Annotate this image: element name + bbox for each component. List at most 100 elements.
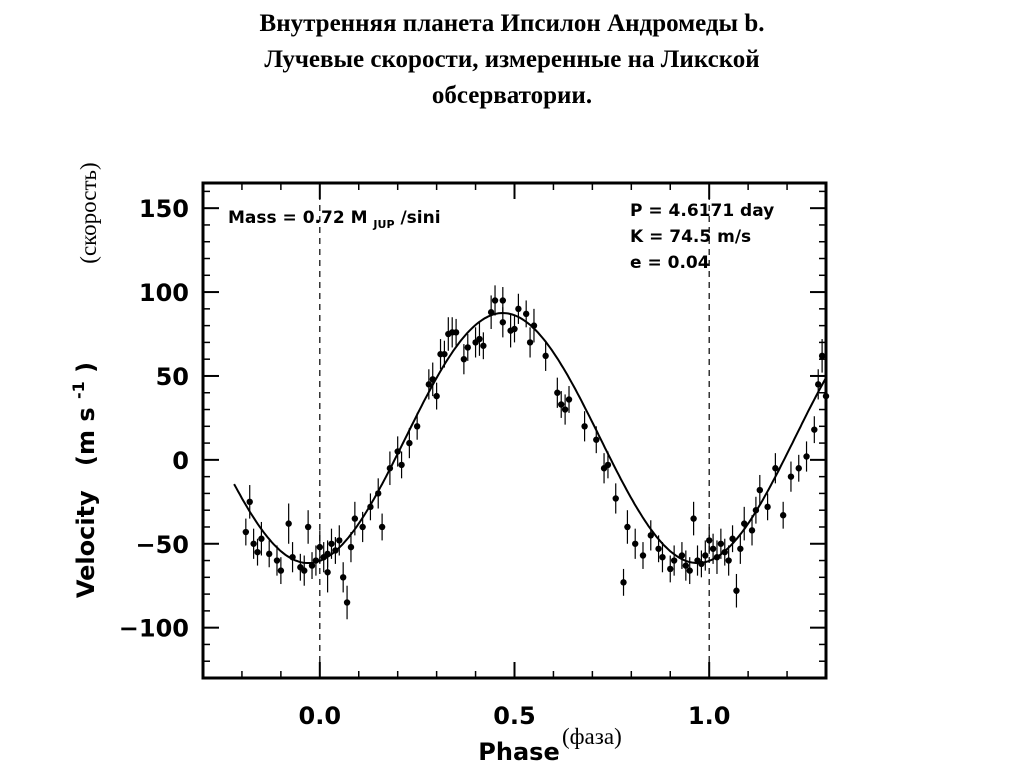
y-tick-label: −50	[135, 531, 189, 559]
data-point	[756, 486, 764, 494]
data-point	[686, 567, 693, 574]
data-point	[709, 545, 717, 552]
x-tick-label: 0.0	[299, 702, 342, 730]
data-point	[254, 548, 261, 556]
data-point	[717, 540, 725, 547]
data-point	[815, 381, 822, 388]
data-point	[308, 562, 316, 569]
data-point	[433, 392, 440, 400]
data-point	[289, 553, 296, 561]
data-point	[351, 515, 359, 522]
period-annotation: P = 4.6171 day	[630, 201, 774, 221]
data-point	[698, 560, 705, 568]
data-point	[733, 587, 740, 594]
data-point	[332, 547, 339, 554]
data-point	[441, 350, 448, 358]
data-point	[752, 507, 760, 514]
data-point	[604, 461, 612, 469]
y-tick-label: 100	[139, 279, 189, 307]
data-point	[554, 389, 561, 396]
data-point	[729, 535, 736, 542]
x-tick-label: 1.0	[688, 702, 731, 730]
data-point	[670, 557, 678, 564]
data-point	[336, 537, 343, 544]
data-point	[250, 540, 257, 547]
data-point	[561, 406, 569, 413]
data-point	[795, 465, 802, 472]
data-point	[499, 319, 507, 326]
data-point	[487, 309, 495, 316]
data-point	[558, 401, 565, 408]
data-point	[316, 543, 324, 551]
data-point	[818, 352, 826, 360]
orbit-fit-curve	[233, 311, 827, 565]
data-point	[721, 548, 728, 556]
mass-annotation: Mass = 0.72 M JUP /sini	[228, 208, 441, 233]
data-point	[772, 465, 779, 472]
x-axis-label: Phase	[478, 738, 559, 766]
data-point	[690, 515, 697, 522]
data-point	[480, 342, 487, 349]
data-point	[822, 392, 830, 400]
data-point	[659, 553, 666, 561]
data-point	[265, 550, 273, 558]
data-point	[339, 574, 347, 581]
data-point	[304, 523, 312, 531]
data-point	[285, 520, 292, 527]
amplitude-annotation: K = 74.5 m/s	[630, 227, 751, 247]
data-point	[242, 528, 250, 536]
data-point	[301, 567, 308, 574]
data-point	[425, 381, 433, 388]
data-point	[705, 537, 713, 544]
data-point	[713, 553, 721, 561]
data-point	[367, 503, 374, 511]
data-point	[476, 335, 483, 343]
data-point	[312, 557, 320, 564]
data-point	[632, 540, 639, 547]
ru-phase-label: (фаза)	[562, 724, 622, 749]
data-point	[741, 520, 748, 527]
data-point	[593, 436, 600, 443]
y-tick-label: 50	[156, 363, 189, 391]
data-point	[620, 579, 627, 586]
data-point	[429, 376, 436, 383]
y-axis-label: Velocity (m s -1 )	[62, 362, 100, 598]
plot-area: 150 100 50 0 −50 −100 0.0 0.5 1.0	[119, 181, 830, 730]
data-point	[452, 329, 460, 336]
data-point	[273, 557, 281, 564]
title-line-2: Лучевые скорости, измеренные на Ликской	[264, 46, 760, 73]
data-point	[612, 495, 619, 502]
mass-subscript: JUP	[372, 218, 394, 231]
mass-text: Mass = 0.72 M	[228, 208, 368, 228]
data-point	[347, 543, 355, 551]
data-point	[394, 448, 401, 455]
y-axis-label-close: )	[72, 362, 100, 373]
data-point	[343, 599, 351, 606]
data-point	[413, 423, 421, 430]
data-point	[522, 310, 530, 318]
y-axis-label-units: (m s	[72, 407, 100, 466]
data-point	[779, 512, 787, 519]
data-point	[324, 569, 331, 576]
data-point	[359, 523, 366, 531]
data-point	[526, 339, 534, 346]
data-point	[542, 352, 549, 360]
data-point	[246, 498, 253, 506]
data-point	[764, 503, 771, 511]
data-point	[647, 532, 654, 539]
plot-frame	[201, 181, 828, 680]
x-tick-label: 0.5	[493, 702, 536, 730]
data-point	[624, 523, 631, 531]
data-point	[530, 322, 538, 329]
y-tick-label: 0	[172, 447, 189, 475]
data-point	[565, 396, 573, 403]
mass-tail: /sini	[400, 208, 440, 228]
data-point	[398, 461, 405, 469]
data-point	[737, 545, 744, 552]
title-line-3: обсерватории.	[431, 82, 593, 109]
data-point	[464, 344, 471, 351]
y-tick-label: −100	[119, 615, 189, 643]
eccentricity-annotation: e = 0.04	[630, 253, 710, 273]
y-axis-label-main: Velocity	[72, 490, 100, 598]
